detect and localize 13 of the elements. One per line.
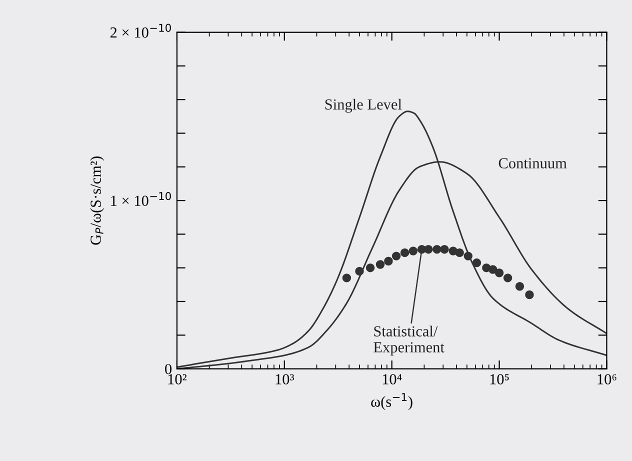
y-axis-title: G$_{P}$/ω(S·s/cm²) <box>90 156 104 245</box>
text: Statistical/ Experiment <box>374 326 444 356</box>
series-label: Single Level <box>325 98 402 113</box>
x-axis-title: ω(s$^{−1}$) <box>371 393 412 410</box>
x-tick-label: 10⁴ <box>382 374 402 384</box>
x-tick-label: 10³ <box>276 374 294 384</box>
x-tick-label: 10⁶ <box>598 374 616 384</box>
x-tick-label: 10² <box>168 374 187 384</box>
series-label: Continuum <box>498 158 567 168</box>
y-tick-label: 2 × 10$^{−10}$ <box>110 24 171 38</box>
x-tick-label: 10⁵ <box>490 374 509 384</box>
y-tick-label: 0 <box>165 364 172 374</box>
y-tick-label: 1 × 10$^{−10}$ <box>111 192 171 206</box>
